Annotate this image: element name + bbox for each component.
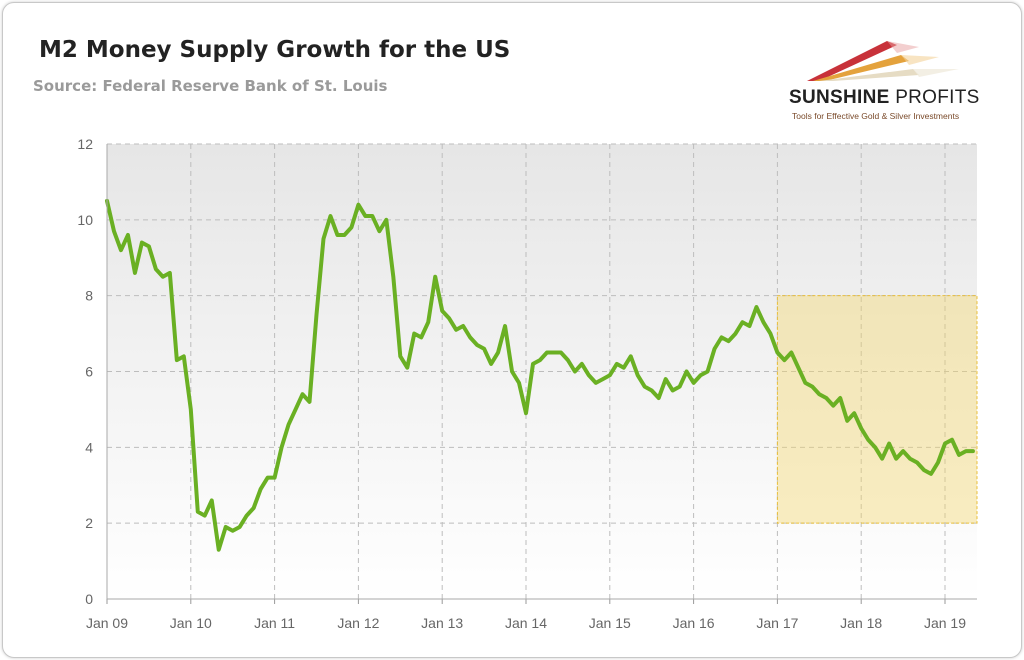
y-tick-label: 12 bbox=[77, 136, 93, 152]
logo-tagline: Tools for Effective Gold & Silver Invest… bbox=[792, 111, 960, 121]
y-tick-label: 10 bbox=[77, 212, 93, 228]
x-tick-label: Jan 13 bbox=[421, 615, 463, 631]
x-tick-label: Jan 16 bbox=[673, 615, 715, 631]
x-tick-label: Jan 18 bbox=[840, 615, 882, 631]
chart-title: M2 Money Supply Growth for the US bbox=[39, 37, 511, 63]
y-tick-label: 8 bbox=[85, 288, 93, 304]
y-tick-label: 0 bbox=[85, 591, 93, 607]
logo-name-light: PROFITS bbox=[895, 87, 980, 108]
x-tick-label: Jan 10 bbox=[170, 615, 212, 631]
line-chart: 0 2 4 6 8 10 12 Jan 09 Jan 10 Jan 11 Jan 12 Jan 13 J… bbox=[77, 136, 978, 631]
x-tick-label: Jan 12 bbox=[337, 615, 379, 631]
x-tick-label: Jan 11 bbox=[254, 615, 295, 631]
x-tick-label: Jan 14 bbox=[505, 615, 547, 631]
highlight-box bbox=[776, 295, 978, 524]
x-tick-label: Jan 19 bbox=[924, 615, 966, 631]
x-tick-label: Jan 15 bbox=[589, 615, 631, 631]
x-tick-label: Jan 17 bbox=[756, 615, 798, 631]
logo-name-bold: SUNSHINE bbox=[789, 87, 890, 108]
x-tick-label: Jan 09 bbox=[86, 615, 128, 631]
sunshine-profits-logo: SUNSHINE PROFITS Tools for Effective Gol… bbox=[789, 33, 1019, 123]
logo-rays-icon bbox=[807, 41, 959, 81]
y-tick-label: 4 bbox=[85, 439, 93, 455]
y-tick-label: 2 bbox=[85, 515, 93, 531]
chart-subtitle: Source: Federal Reserve Bank of St. Loui… bbox=[33, 77, 388, 95]
y-tick-label: 6 bbox=[85, 364, 93, 380]
